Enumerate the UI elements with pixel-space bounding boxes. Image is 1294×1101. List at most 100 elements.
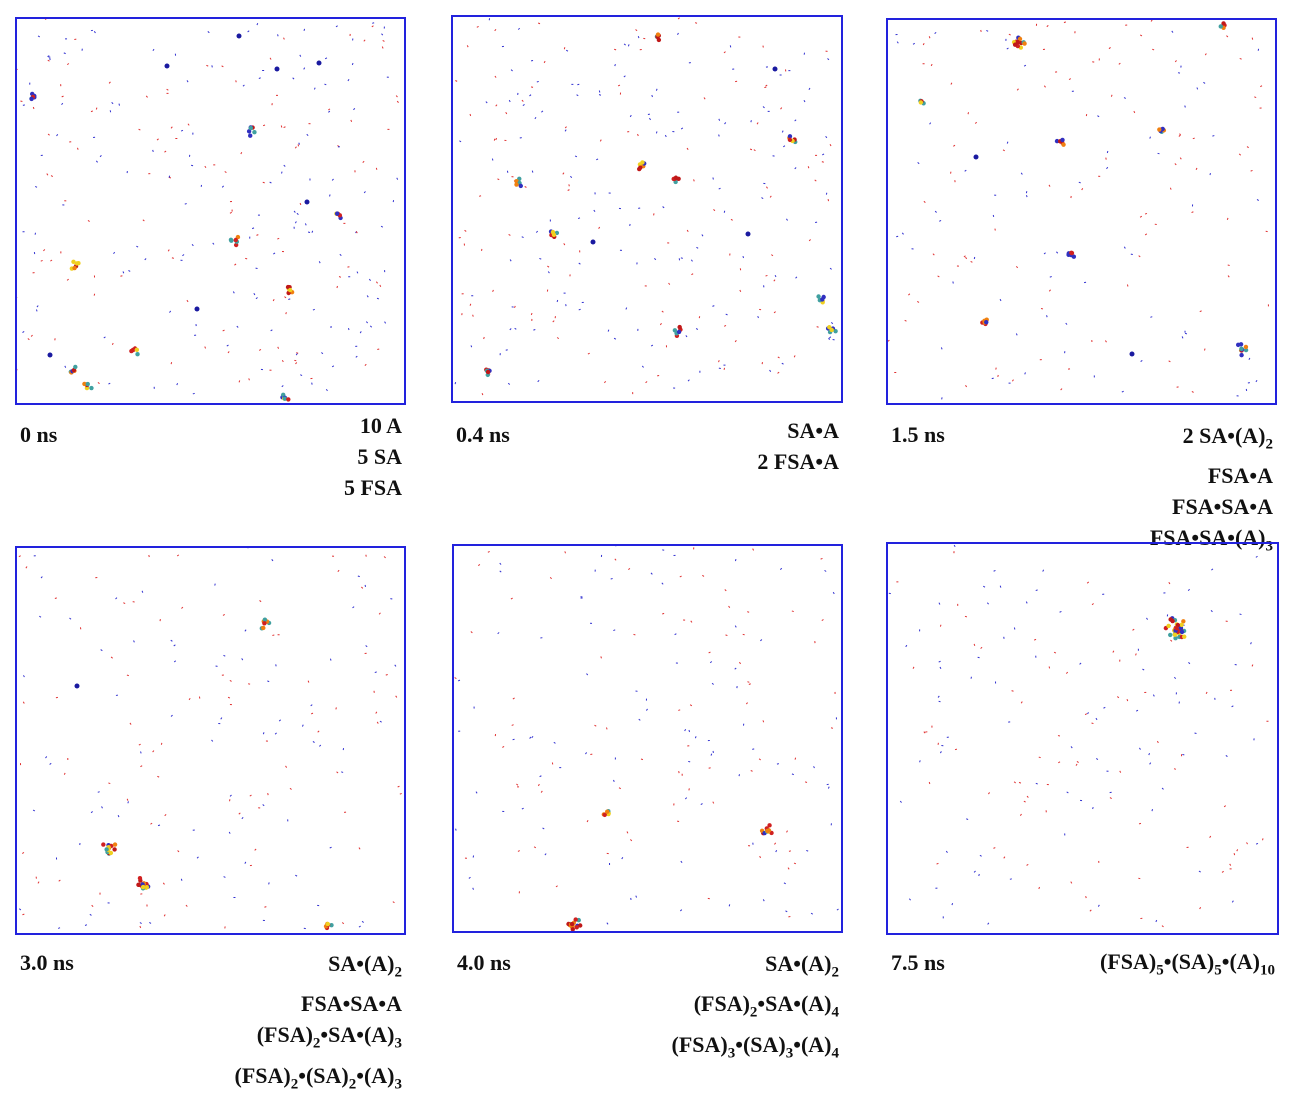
molecule bbox=[497, 632, 500, 635]
molecule bbox=[1150, 20, 1153, 22]
molecule bbox=[598, 90, 601, 93]
molecule bbox=[58, 879, 61, 882]
molecule bbox=[965, 256, 968, 260]
molecule bbox=[307, 680, 310, 683]
composition-line: FSA•A bbox=[1150, 460, 1273, 491]
molecule bbox=[803, 99, 806, 103]
cluster-atom bbox=[134, 347, 140, 353]
molecule bbox=[164, 150, 167, 153]
molecule bbox=[576, 94, 579, 97]
molecule bbox=[171, 257, 174, 259]
molecule bbox=[1085, 896, 1087, 899]
cluster-atom bbox=[137, 875, 143, 881]
subscript: 2 bbox=[348, 1076, 357, 1093]
molecule bbox=[633, 633, 636, 636]
molecule bbox=[650, 344, 654, 347]
molecule bbox=[709, 661, 713, 664]
molecule bbox=[769, 195, 772, 198]
composition: 10 A 5 SA 5 FSA bbox=[344, 410, 402, 503]
cluster-atom bbox=[325, 921, 331, 927]
molecule bbox=[455, 828, 457, 831]
molecule bbox=[578, 308, 581, 311]
molecule bbox=[244, 629, 247, 632]
molecule bbox=[277, 237, 280, 240]
molecule bbox=[1262, 838, 1264, 841]
molecule bbox=[108, 382, 111, 385]
molecule bbox=[318, 261, 321, 264]
molecule bbox=[939, 666, 942, 669]
molecule bbox=[499, 570, 502, 573]
molecule bbox=[295, 362, 298, 365]
formula-text: 5 SA bbox=[357, 444, 402, 469]
molecule bbox=[1013, 781, 1016, 784]
snapshot bbox=[451, 15, 843, 403]
molecule bbox=[22, 104, 25, 106]
molecule bbox=[228, 831, 231, 834]
cluster-atom bbox=[261, 625, 266, 631]
molecule bbox=[1204, 53, 1207, 56]
molecule bbox=[674, 633, 677, 636]
molecule bbox=[1092, 806, 1094, 810]
molecule bbox=[1095, 717, 1098, 721]
molecule bbox=[1025, 195, 1028, 198]
molecule bbox=[807, 166, 810, 169]
molecule bbox=[630, 839, 633, 842]
subscript: 3 bbox=[727, 1045, 736, 1062]
molecule bbox=[1178, 134, 1181, 137]
molecule bbox=[63, 772, 66, 775]
molecule bbox=[272, 634, 275, 636]
molecule bbox=[244, 861, 247, 864]
molecule bbox=[469, 113, 472, 117]
molecule bbox=[724, 589, 727, 592]
cluster-atom bbox=[514, 182, 519, 187]
molecule bbox=[54, 597, 57, 599]
molecule bbox=[455, 80, 458, 82]
molecule bbox=[236, 33, 242, 39]
molecule bbox=[50, 259, 53, 262]
subscript: 2 bbox=[831, 964, 840, 981]
subscript: 3 bbox=[394, 1035, 403, 1052]
molecule bbox=[1070, 881, 1073, 884]
molecule bbox=[759, 855, 761, 859]
molecule bbox=[454, 677, 457, 680]
molecule bbox=[368, 278, 371, 281]
molecule bbox=[472, 314, 474, 317]
molecule bbox=[97, 791, 100, 793]
cluster-atom bbox=[816, 294, 821, 299]
molecule bbox=[298, 142, 301, 145]
molecule bbox=[775, 850, 778, 853]
molecule bbox=[270, 329, 273, 332]
molecule bbox=[381, 33, 384, 36]
cluster-atom bbox=[833, 328, 838, 334]
molecule bbox=[1110, 94, 1113, 97]
molecule bbox=[18, 908, 22, 911]
molecule bbox=[23, 675, 25, 678]
molecule bbox=[1138, 255, 1141, 258]
molecule bbox=[313, 87, 316, 90]
cluster-atom bbox=[73, 364, 78, 370]
molecule bbox=[1168, 581, 1171, 585]
molecule bbox=[1221, 870, 1224, 873]
molecule bbox=[543, 60, 546, 64]
composition: SA•A 2 FSA•A bbox=[757, 415, 839, 477]
molecule bbox=[940, 347, 943, 350]
molecule bbox=[331, 178, 334, 181]
molecule bbox=[76, 147, 79, 150]
molecule bbox=[329, 194, 331, 197]
molecule bbox=[185, 904, 188, 907]
formula-text: 2 FSA•A bbox=[757, 449, 839, 474]
molecule bbox=[113, 251, 116, 255]
molecule bbox=[1009, 878, 1012, 880]
molecule bbox=[1015, 333, 1018, 336]
molecule bbox=[293, 210, 296, 213]
molecule bbox=[786, 218, 788, 221]
molecule bbox=[979, 854, 982, 857]
molecule bbox=[299, 54, 302, 57]
molecule bbox=[1035, 589, 1038, 592]
snapshot-image bbox=[888, 544, 1269, 928]
molecule bbox=[176, 554, 180, 557]
subscript: 4 bbox=[831, 1045, 840, 1062]
molecule bbox=[89, 913, 92, 916]
molecule bbox=[139, 922, 142, 925]
molecule bbox=[1034, 638, 1037, 641]
